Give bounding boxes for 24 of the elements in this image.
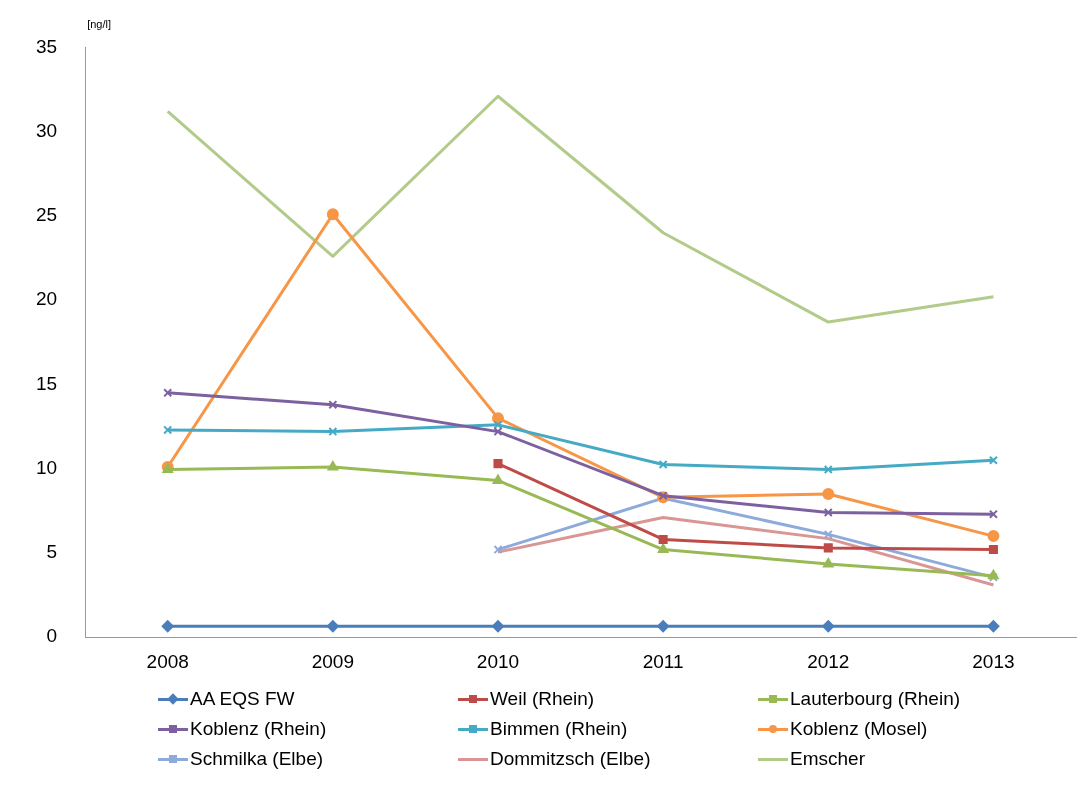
y-tick-label: 5 bbox=[46, 541, 58, 563]
legend-label: Schmilka (Elbe) bbox=[190, 748, 324, 770]
legend-label: Weil (Rhein) bbox=[490, 688, 595, 710]
legend-label: Koblenz (Mosel) bbox=[790, 718, 928, 740]
y-tick-label: 10 bbox=[35, 456, 58, 478]
y-tick-label: 35 bbox=[35, 35, 58, 57]
y-tick-label: 30 bbox=[35, 119, 58, 141]
x-tick-label: 2011 bbox=[642, 650, 684, 672]
legend-label: AA EQS FW bbox=[190, 688, 295, 710]
legend-label: Bimmen (Rhein) bbox=[490, 718, 628, 740]
y-axis-title: [ng/l] bbox=[87, 18, 111, 31]
x-tick-label: 2012 bbox=[807, 650, 850, 672]
x-tick-label: 2009 bbox=[311, 650, 354, 672]
x-tick-label: 2008 bbox=[146, 650, 189, 672]
x-tick-label: 2013 bbox=[972, 650, 1015, 672]
legend-label: Dommitzsch (Elbe) bbox=[490, 748, 651, 770]
y-tick-label: 15 bbox=[35, 372, 58, 394]
legend-label: Koblenz (Rhein) bbox=[190, 718, 327, 740]
legend-label: Lauterbourg (Rhein) bbox=[790, 688, 961, 710]
x-tick-label: 2010 bbox=[476, 650, 520, 672]
legend-label: Emscher bbox=[790, 748, 865, 770]
y-tick-label: 25 bbox=[35, 204, 58, 226]
y-tick-label: 20 bbox=[35, 288, 58, 310]
y-tick-label: 0 bbox=[46, 625, 58, 647]
